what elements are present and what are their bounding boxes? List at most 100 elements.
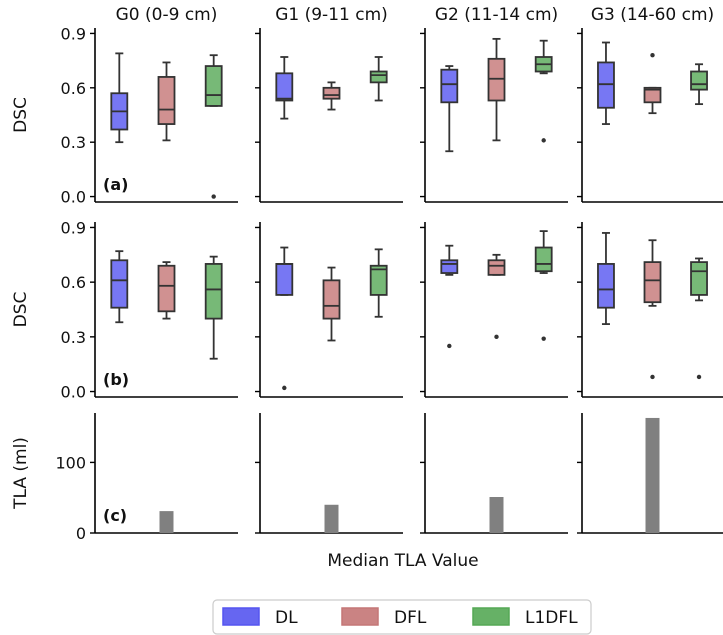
tla-bar-2 <box>489 497 504 533</box>
x-axis-label: Median TLA Value <box>327 551 478 571</box>
box-dfl-1 <box>322 266 341 342</box>
box-dfl-2 <box>487 37 506 142</box>
box-l1dfl-0 <box>204 54 223 199</box>
box-iqr <box>275 72 294 102</box>
y-tick-label: 0.6 <box>61 79 86 98</box>
tla-bar-3 <box>645 417 660 533</box>
box-l1dfl-0 <box>204 255 223 360</box>
outlier-point <box>211 194 216 199</box>
box-dl-0 <box>110 250 129 324</box>
y-axis-label-row-1: DSC <box>11 292 31 328</box>
group-title-0: G0 (0-9 cm) <box>116 5 218 25</box>
box-dfl-3 <box>643 52 662 115</box>
panel-row-2-col-2 <box>420 413 568 534</box>
y-axis-label-row-2: TLA (ml) <box>11 437 31 510</box>
y-tick-label: 0.9 <box>61 24 86 43</box>
box-l1dfl-3 <box>690 63 708 106</box>
outlier-point <box>541 138 546 143</box>
tla-bar-1 <box>324 504 339 533</box>
y-tick-label: 0.3 <box>61 133 86 152</box>
box-iqr <box>204 263 223 320</box>
box-iqr <box>369 264 388 296</box>
panel-row-1-col-3 <box>577 222 723 398</box>
box-iqr <box>643 86 662 104</box>
box-iqr <box>369 70 388 84</box>
group-title-2: G2 (11-14 cm) <box>435 5 558 25</box>
box-dl-2 <box>440 244 459 349</box>
y-tick-label: 0.0 <box>61 188 86 207</box>
group-title-3: G3 (14-60 cm) <box>591 5 714 25</box>
box-l1dfl-3 <box>690 257 708 380</box>
box-iqr <box>690 261 708 296</box>
outlier-point <box>650 52 655 58</box>
y-tick-label: 0 <box>76 524 86 543</box>
outlier-point <box>494 334 499 340</box>
box-iqr <box>487 57 506 102</box>
y-tick-label: 0.3 <box>61 328 86 347</box>
legend-item-dfl: DFL <box>341 607 427 628</box>
panel-label: (a) <box>103 175 128 194</box>
panel-row-2-col-3 <box>577 413 723 534</box>
box-iqr <box>275 263 294 296</box>
box-iqr <box>597 263 615 309</box>
panel-row-0-col-3 <box>577 28 723 203</box>
box-dfl-0 <box>157 261 176 320</box>
y-tick-label: 0.9 <box>61 218 86 237</box>
box-iqr <box>440 68 459 104</box>
box-l1dfl-1 <box>369 248 388 318</box>
legend-swatch <box>222 607 260 626</box>
panel-row-1-col-1 <box>255 222 403 398</box>
panel-row-1-col-0: 0.0 0.3 0.6 0.9 (b) <box>61 218 238 402</box>
box-iqr <box>322 86 341 100</box>
legend-label: L1DFL <box>525 608 578 628</box>
panel-row-0-col-0: 0.0 0.3 0.6 0.9 (a) <box>61 24 238 207</box>
box-iqr <box>534 246 553 273</box>
outlier-point <box>541 336 546 341</box>
box-iqr <box>643 261 662 304</box>
box-iqr <box>110 259 129 309</box>
y-tick-label: 0.6 <box>61 273 86 292</box>
y-tick-label: 0.0 <box>61 383 86 402</box>
box-dfl-1 <box>322 81 341 111</box>
panel-label: (b) <box>103 370 129 389</box>
legend-swatch <box>341 607 379 626</box>
box-iqr <box>690 70 708 91</box>
legend-label: DL <box>275 608 298 628</box>
panel-label: (c) <box>103 506 127 525</box>
legend-swatch <box>472 607 510 626</box>
box-dl-1 <box>275 56 294 120</box>
panel-row-2-col-1 <box>255 413 403 534</box>
box-dfl-2 <box>487 253 506 340</box>
legend-item-l1dfl: L1DFL <box>472 607 578 628</box>
box-dl-1 <box>275 246 294 391</box>
box-dfl-3 <box>643 239 662 380</box>
box-iqr <box>597 61 615 109</box>
y-axis-label-row-0: DSC <box>11 97 31 133</box>
outlier-point <box>282 385 287 391</box>
box-iqr <box>204 65 223 107</box>
box-iqr <box>487 259 506 276</box>
box-l1dfl-2 <box>534 39 553 143</box>
box-dfl-0 <box>157 61 176 142</box>
legend-label: DFL <box>394 608 427 628</box>
group-title-1: G1 (9-11 cm) <box>275 5 388 25</box>
box-dl-2 <box>440 65 459 153</box>
panel-row-2-col-0: 0 100 (c) <box>55 413 238 543</box>
box-dl-0 <box>110 52 129 144</box>
box-iqr <box>157 76 176 125</box>
tla-bar-0 <box>159 511 174 533</box>
panel-row-1-col-2 <box>420 222 568 398</box>
box-dl-3 <box>597 232 615 325</box>
box-l1dfl-2 <box>534 230 553 341</box>
box-iqr <box>322 279 341 320</box>
panel-row-0-col-2 <box>420 28 568 203</box>
outlier-point <box>696 374 702 380</box>
panel-row-0-col-1 <box>255 28 403 203</box>
box-l1dfl-1 <box>369 56 388 102</box>
legend-item-dl: DL <box>222 607 298 628</box>
outlier-point <box>447 343 452 349</box>
box-iqr <box>157 264 176 313</box>
legend: DL DFL L1DFL <box>212 599 592 635</box>
box-dl-3 <box>597 41 615 125</box>
